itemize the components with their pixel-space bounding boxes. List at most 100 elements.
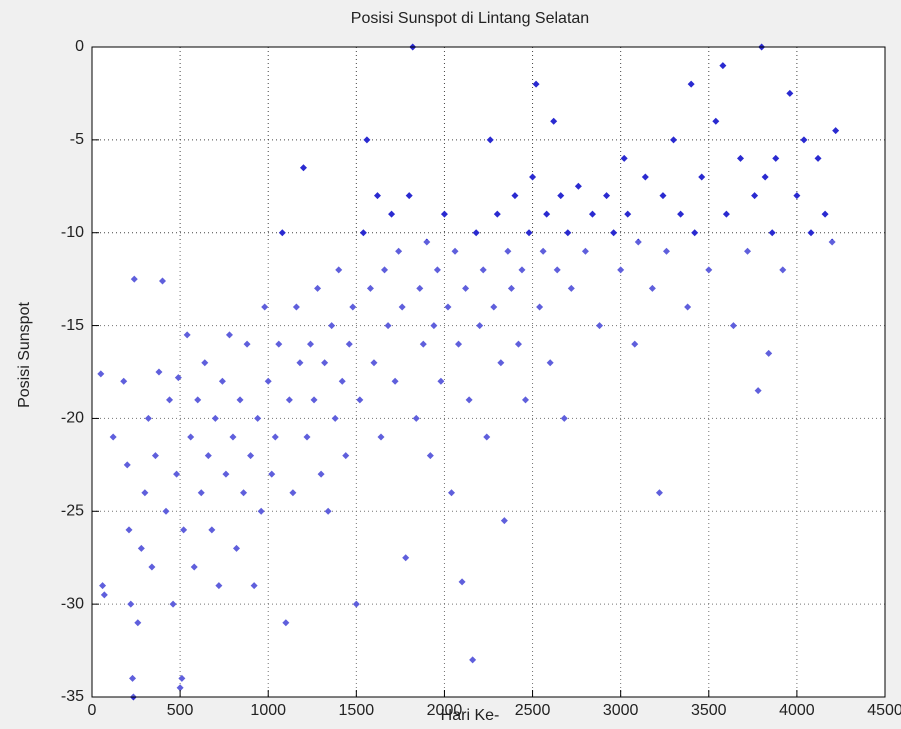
point <box>687 80 695 88</box>
point <box>278 229 286 237</box>
point <box>610 229 618 237</box>
point <box>303 433 311 441</box>
point <box>772 154 780 162</box>
point <box>187 433 195 441</box>
point <box>729 322 737 330</box>
point <box>349 303 357 311</box>
point <box>557 192 565 200</box>
point <box>793 192 801 200</box>
point <box>384 322 392 330</box>
point <box>366 284 374 292</box>
x-tick-label: 3000 <box>603 702 639 719</box>
point <box>518 266 526 274</box>
point <box>225 331 233 339</box>
point <box>493 210 501 218</box>
point <box>722 210 730 218</box>
point <box>560 414 568 422</box>
point <box>144 414 152 422</box>
point <box>233 544 241 552</box>
point <box>197 489 205 497</box>
point <box>514 340 522 348</box>
x-tick-label: 2000 <box>427 702 463 719</box>
point <box>447 489 455 497</box>
point <box>536 303 544 311</box>
point <box>331 414 339 422</box>
point <box>166 396 174 404</box>
point <box>677 210 685 218</box>
x-tick-label: 4500 <box>867 702 901 719</box>
point <box>176 684 184 692</box>
point <box>532 80 540 88</box>
point <box>631 340 639 348</box>
point <box>204 452 212 460</box>
point <box>719 62 727 70</box>
point <box>522 396 530 404</box>
point <box>828 238 836 246</box>
point <box>525 229 533 237</box>
point <box>307 340 315 348</box>
points <box>97 43 840 701</box>
point <box>314 284 322 292</box>
point <box>99 582 107 590</box>
x-tick-label: 2500 <box>515 702 551 719</box>
point <box>465 396 473 404</box>
point <box>416 284 424 292</box>
point <box>507 284 515 292</box>
point <box>359 229 367 237</box>
x-tick-label: 500 <box>167 702 194 719</box>
x-tick-label: 1500 <box>339 702 375 719</box>
point <box>412 414 420 422</box>
point <box>324 507 332 515</box>
point <box>299 164 307 172</box>
point <box>539 247 547 255</box>
point <box>430 322 438 330</box>
point <box>289 489 297 497</box>
y-tick-label: -15 <box>61 317 84 334</box>
point <box>190 563 198 571</box>
x-tick-label: 0 <box>88 702 97 719</box>
point <box>222 470 230 478</box>
point <box>814 154 822 162</box>
point <box>462 284 470 292</box>
point <box>751 192 759 200</box>
point <box>180 526 188 534</box>
point <box>800 136 808 144</box>
point <box>553 266 561 274</box>
point <box>398 303 406 311</box>
point <box>451 247 459 255</box>
point <box>100 591 108 599</box>
point <box>338 377 346 385</box>
point <box>173 470 181 478</box>
point <box>574 182 582 190</box>
point <box>807 229 815 237</box>
watermark-overlay <box>92 240 885 697</box>
point <box>564 229 572 237</box>
point <box>529 173 537 181</box>
point <box>229 433 237 441</box>
point <box>381 266 389 274</box>
point <box>211 414 219 422</box>
point <box>581 247 589 255</box>
point <box>370 359 378 367</box>
point <box>151 452 159 460</box>
point <box>254 414 262 422</box>
point <box>201 359 209 367</box>
point <box>744 247 752 255</box>
point <box>328 322 336 330</box>
point <box>345 340 353 348</box>
point <box>754 387 762 395</box>
point <box>120 377 128 385</box>
point <box>317 470 325 478</box>
point <box>129 674 137 682</box>
point <box>821 210 829 218</box>
point <box>271 433 279 441</box>
point <box>352 600 360 608</box>
x-tick-label: 1000 <box>250 702 286 719</box>
point <box>546 359 554 367</box>
point <box>402 554 410 562</box>
point <box>786 89 794 97</box>
point <box>423 238 431 246</box>
point <box>257 507 265 515</box>
point <box>363 136 371 144</box>
